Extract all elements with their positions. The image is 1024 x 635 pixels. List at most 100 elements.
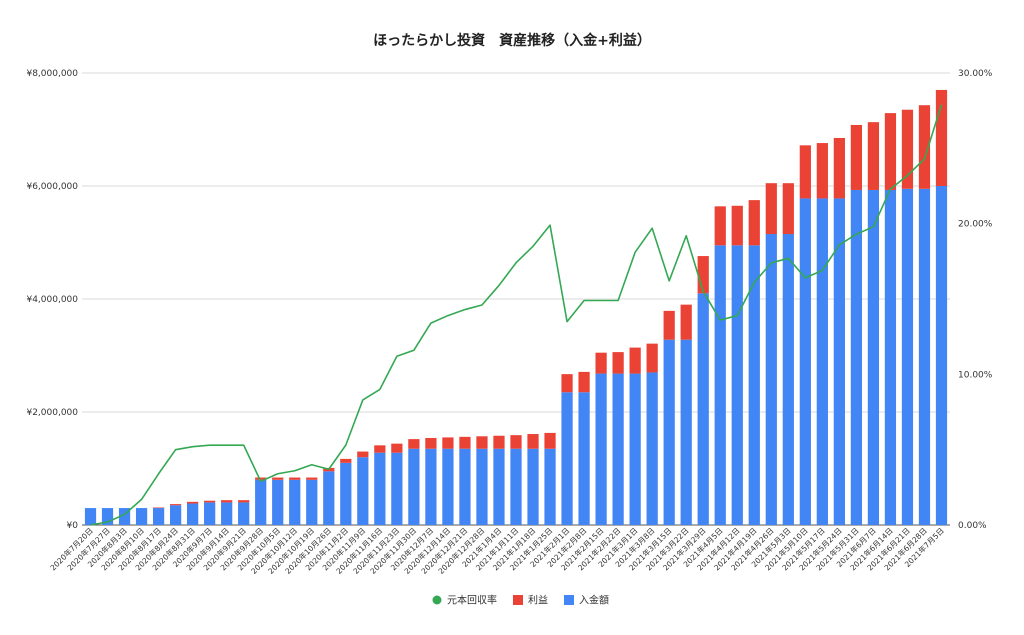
bar-profit bbox=[612, 352, 624, 374]
bar-deposit bbox=[850, 189, 863, 525]
bar-deposit bbox=[101, 508, 114, 525]
bar-profit bbox=[408, 439, 420, 449]
bar-deposit bbox=[425, 448, 437, 525]
bar-profit bbox=[272, 477, 284, 480]
legend-marker bbox=[513, 595, 523, 605]
bar-profit bbox=[391, 443, 403, 453]
bar-deposit bbox=[118, 508, 131, 525]
bar-deposit bbox=[782, 234, 794, 525]
bar-deposit bbox=[391, 452, 403, 525]
bar-profit bbox=[238, 500, 250, 503]
bar-profit bbox=[357, 451, 369, 458]
x-axis-ticks: 2020年7月20日2020年7月27日2020年8月3日2020年8月10日2… bbox=[48, 525, 946, 576]
bar-profit bbox=[850, 124, 863, 190]
bar-deposit bbox=[612, 373, 624, 525]
line-recovery-rate bbox=[90, 104, 943, 526]
bar-deposit bbox=[408, 448, 420, 525]
bar-deposit bbox=[799, 198, 811, 525]
bar-profit bbox=[918, 105, 931, 189]
bar-deposit bbox=[493, 448, 505, 525]
bar-profit bbox=[493, 435, 505, 449]
bar-deposit bbox=[578, 392, 590, 525]
bar-profit bbox=[374, 445, 386, 453]
right-tick-label: 10.00% bbox=[958, 370, 993, 380]
bar-profit bbox=[884, 113, 897, 190]
left-tick-label: ¥4,000,000 bbox=[26, 295, 78, 305]
bar-series bbox=[84, 89, 948, 525]
bar-deposit bbox=[816, 198, 828, 525]
bar-profit bbox=[629, 347, 641, 374]
bar-deposit bbox=[289, 479, 301, 525]
left-axis-ticks: ¥0 ¥2,000,000 ¥4,000,000 ¥6,000,000 ¥8,000,0… bbox=[26, 69, 78, 531]
bar-deposit bbox=[169, 505, 182, 525]
bar-profit bbox=[340, 458, 352, 463]
bar-profit bbox=[306, 477, 318, 480]
left-tick-label: ¥0 bbox=[67, 521, 79, 531]
bar-deposit bbox=[867, 189, 880, 525]
bar-profit bbox=[765, 183, 777, 235]
left-tick-label: ¥6,000,000 bbox=[26, 182, 78, 192]
bar-deposit bbox=[901, 188, 914, 525]
bar-profit bbox=[595, 352, 607, 374]
bar-profit bbox=[680, 304, 692, 340]
bar-deposit bbox=[323, 471, 335, 525]
bar-profit bbox=[578, 371, 590, 393]
bar-profit bbox=[544, 432, 556, 449]
left-tick-label: ¥2,000,000 bbox=[26, 408, 78, 418]
bar-profit bbox=[867, 122, 880, 190]
bar-deposit bbox=[374, 452, 386, 525]
bar-deposit bbox=[510, 448, 522, 525]
bar-profit bbox=[221, 500, 233, 503]
bar-profit bbox=[442, 437, 454, 449]
bar-deposit bbox=[595, 373, 607, 525]
bar-profit bbox=[833, 137, 845, 199]
bar-deposit bbox=[238, 502, 250, 525]
left-tick-label: ¥8,000,000 bbox=[26, 69, 78, 79]
bar-deposit bbox=[697, 293, 709, 525]
bar-profit bbox=[799, 145, 811, 199]
bar-profit bbox=[697, 256, 709, 294]
right-tick-label: 20.00% bbox=[958, 220, 993, 230]
bar-deposit bbox=[476, 448, 488, 525]
bar-deposit bbox=[935, 186, 948, 525]
bar-deposit bbox=[918, 188, 931, 525]
right-tick-label: 0.00% bbox=[958, 521, 987, 531]
legend: 元本回収率 利益 入金額 bbox=[432, 594, 609, 607]
bar-profit bbox=[510, 435, 522, 449]
bar-deposit bbox=[135, 508, 148, 525]
bar-deposit bbox=[663, 339, 675, 525]
right-tick-label: 30.00% bbox=[958, 69, 993, 79]
bar-profit bbox=[152, 507, 165, 509]
legend-marker bbox=[432, 595, 442, 605]
bar-profit bbox=[782, 183, 794, 235]
legend-label: 入金額 bbox=[579, 594, 609, 607]
bar-deposit bbox=[459, 448, 471, 525]
bar-profit bbox=[748, 200, 760, 246]
bar-deposit bbox=[84, 508, 97, 525]
bar-deposit bbox=[646, 372, 658, 525]
bar-profit bbox=[289, 477, 301, 480]
bar-profit bbox=[731, 205, 743, 246]
legend-marker bbox=[564, 595, 574, 605]
chart-title: ほったらかし投資 資産推移（入金+利益） bbox=[373, 32, 651, 49]
bar-deposit bbox=[187, 503, 199, 525]
bar-deposit bbox=[544, 448, 556, 525]
bar-deposit bbox=[357, 457, 369, 525]
bar-deposit bbox=[442, 448, 454, 525]
bar-profit bbox=[901, 109, 914, 189]
bar-deposit bbox=[152, 508, 165, 525]
bar-deposit bbox=[561, 392, 573, 525]
bar-deposit bbox=[884, 189, 897, 525]
legend-label: 利益 bbox=[528, 594, 548, 607]
bar-deposit bbox=[714, 245, 726, 525]
line-series bbox=[90, 104, 943, 526]
legend-label: 元本回収率 bbox=[447, 594, 497, 607]
bar-profit bbox=[169, 504, 182, 506]
bar-deposit bbox=[765, 234, 777, 525]
bar-profit bbox=[204, 500, 216, 503]
bar-deposit bbox=[527, 448, 539, 525]
bar-profit bbox=[187, 501, 199, 504]
bar-deposit bbox=[255, 479, 267, 525]
bar-deposit bbox=[748, 245, 760, 525]
